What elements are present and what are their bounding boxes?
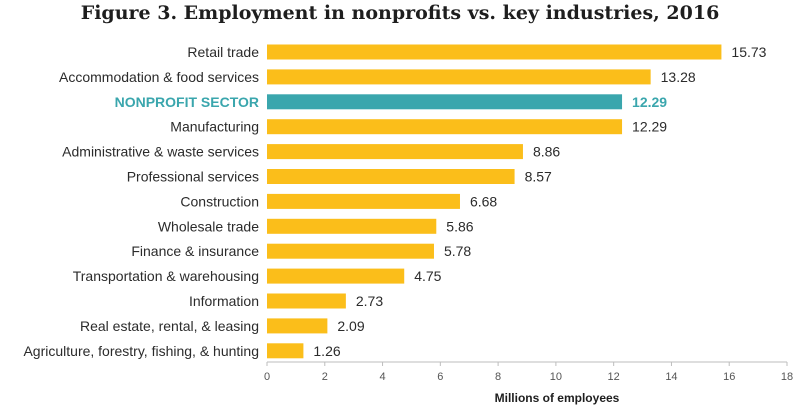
x-tick-label: 14 bbox=[665, 371, 677, 383]
value-label: 12.29 bbox=[632, 94, 667, 110]
x-tick-label: 2 bbox=[322, 371, 328, 383]
category-label: Finance & insurance bbox=[131, 243, 259, 259]
category-label: Information bbox=[189, 293, 259, 309]
category-label: Construction bbox=[180, 193, 259, 209]
category-label: NONPROFIT SECTOR bbox=[115, 94, 259, 110]
chart-title: Figure 3. Employment in nonprofits vs. k… bbox=[80, 2, 720, 24]
value-label: 5.78 bbox=[444, 243, 471, 259]
value-label: 8.57 bbox=[525, 169, 552, 185]
bar bbox=[267, 144, 523, 160]
bar bbox=[267, 119, 623, 135]
category-label: Real estate, rental, & leasing bbox=[80, 318, 259, 334]
bar bbox=[267, 343, 304, 359]
x-axis-title: Millions of employees bbox=[495, 391, 620, 405]
value-label: 5.86 bbox=[446, 218, 473, 234]
x-tick-label: 6 bbox=[437, 371, 443, 383]
bar bbox=[267, 318, 328, 334]
bar bbox=[267, 243, 434, 259]
value-label: 1.26 bbox=[313, 343, 340, 359]
x-tick-label: 18 bbox=[781, 371, 793, 383]
bar bbox=[267, 169, 515, 184]
category-label: Professional services bbox=[127, 169, 259, 185]
x-tick-label: 16 bbox=[723, 371, 735, 383]
bar bbox=[267, 218, 437, 234]
bar bbox=[267, 268, 405, 284]
bar-highlight bbox=[267, 94, 623, 110]
bar bbox=[267, 69, 651, 85]
value-label: 2.73 bbox=[356, 293, 383, 309]
x-tick-label: 12 bbox=[608, 371, 620, 383]
category-label: Retail trade bbox=[187, 44, 259, 60]
category-label: Manufacturing bbox=[170, 119, 259, 135]
bar bbox=[267, 293, 346, 309]
value-label: 15.73 bbox=[731, 44, 766, 60]
bar bbox=[267, 193, 460, 209]
x-tick-label: 10 bbox=[550, 371, 562, 383]
category-label: Transportation & warehousing bbox=[73, 268, 259, 284]
value-label: 8.86 bbox=[533, 144, 560, 160]
category-label: Accommodation & food services bbox=[59, 69, 259, 85]
category-label: Agriculture, forestry, fishing, & huntin… bbox=[23, 343, 259, 359]
value-label: 6.68 bbox=[470, 193, 497, 209]
x-tick-label: 4 bbox=[379, 371, 385, 383]
value-label: 12.29 bbox=[632, 119, 667, 135]
bar bbox=[267, 44, 722, 60]
value-label: 13.28 bbox=[661, 69, 696, 85]
value-label: 4.75 bbox=[414, 268, 441, 284]
x-tick-label: 8 bbox=[495, 371, 501, 383]
x-tick-label: 0 bbox=[264, 371, 270, 383]
value-label: 2.09 bbox=[337, 318, 364, 334]
category-label: Administrative & waste services bbox=[62, 144, 259, 160]
category-label: Wholesale trade bbox=[158, 218, 259, 234]
